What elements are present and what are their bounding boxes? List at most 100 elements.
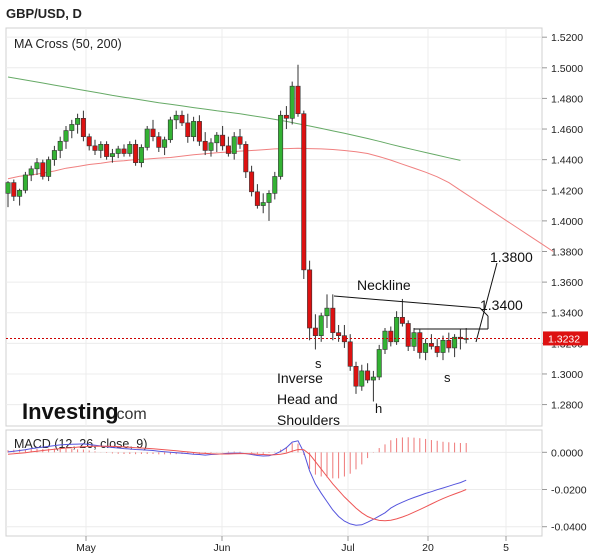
candle-body <box>28 168 34 176</box>
candle <box>254 184 260 209</box>
candle <box>214 132 220 152</box>
candle <box>220 125 226 151</box>
grid-lines <box>6 28 542 536</box>
candle <box>434 338 440 358</box>
candle-body <box>109 153 115 157</box>
macd-tick-label: 0.0000 <box>551 447 583 459</box>
candle <box>92 139 98 156</box>
candle-body <box>86 136 92 147</box>
candle-body <box>295 85 301 115</box>
candle <box>138 144 144 168</box>
candle <box>260 193 266 214</box>
ma200-layer <box>7 76 461 161</box>
candle-body <box>365 370 371 381</box>
candle-body <box>353 365 359 387</box>
pattern-label-line: Inverse <box>277 370 323 386</box>
target-arrow <box>475 262 498 343</box>
logo-suffix: .com <box>112 406 147 423</box>
candle <box>283 106 289 130</box>
target-1380-label: 1.3800 <box>490 249 533 265</box>
candle <box>330 294 336 341</box>
candles-layer <box>5 64 469 402</box>
candle-body <box>121 148 127 154</box>
signal-line <box>7 445 467 522</box>
candle-body <box>75 118 81 125</box>
candle-body <box>254 191 260 206</box>
macd-lines <box>7 440 467 526</box>
candle-body <box>179 114 185 124</box>
candle-body <box>434 346 440 353</box>
candle-body <box>220 134 226 147</box>
candle <box>353 361 359 394</box>
candle-body <box>191 121 197 137</box>
candle-body <box>440 339 446 353</box>
candle <box>365 363 371 384</box>
candle-body <box>196 121 202 142</box>
macd-tick-label: -0.0400 <box>551 522 587 534</box>
candle-body <box>307 269 313 329</box>
candle-body <box>40 162 46 177</box>
candle-body <box>423 343 429 353</box>
macd-line <box>7 440 467 526</box>
candle <box>336 324 342 342</box>
price-tick-label: 1.4800 <box>551 93 583 105</box>
candle <box>28 165 34 182</box>
candle-body <box>243 144 249 173</box>
candle-body <box>324 307 330 317</box>
candle-body <box>237 136 243 145</box>
candle <box>179 110 185 126</box>
time-tick-label: Jul <box>341 542 354 554</box>
candle-body <box>411 332 417 347</box>
right-shoulder-label: s <box>444 370 451 385</box>
price-tick-label: 1.5200 <box>551 32 583 44</box>
candle-body <box>376 349 382 378</box>
candle-body <box>417 332 423 353</box>
candle <box>428 334 434 350</box>
candle-body <box>266 193 272 203</box>
candle-body <box>347 341 353 367</box>
chart-title: GBP/USD, D <box>6 6 82 21</box>
candle <box>405 320 411 351</box>
candle-body <box>452 336 458 349</box>
logo-text: Investing <box>22 399 119 424</box>
candle-body <box>144 128 150 148</box>
candle-body <box>214 134 220 144</box>
candle-body <box>104 144 110 157</box>
candle <box>312 314 318 350</box>
candle <box>40 159 46 180</box>
neckline <box>333 295 481 309</box>
pattern-label-line: Head and <box>277 391 338 407</box>
candle <box>173 110 179 130</box>
candle-body <box>115 148 121 154</box>
candle <box>162 136 168 156</box>
candle-body <box>312 327 318 336</box>
candle-body <box>388 330 394 343</box>
candle-body <box>133 144 139 164</box>
candle-body <box>69 124 75 131</box>
current-price-label: 1.3232 <box>548 333 580 345</box>
candle-body <box>318 315 324 336</box>
neckline-label: Neckline <box>357 277 411 293</box>
candle <box>347 334 353 371</box>
price-axis: 1.5200 1.5000 1.4800 1.4600 1.4400 1.4200 1.40… <box>542 32 583 412</box>
candle-body <box>359 370 365 387</box>
price-panel-title: MA Cross (50, 200) <box>14 37 122 51</box>
candle-body <box>46 159 52 177</box>
price-tick-label: 1.4600 <box>551 124 583 136</box>
candle <box>5 181 11 208</box>
current-price-tag <box>543 331 588 346</box>
candle <box>22 171 28 194</box>
candle-body <box>156 136 162 148</box>
candle <box>382 328 388 355</box>
candle-body <box>278 114 284 177</box>
candle <box>324 294 330 329</box>
price-tick-label: 1.4400 <box>551 155 583 167</box>
candle <box>266 190 272 221</box>
candle <box>86 133 92 151</box>
candle <box>243 141 249 179</box>
head-label: h <box>375 401 382 416</box>
candle-body <box>225 145 231 154</box>
candle <box>278 110 284 180</box>
price-tick-label: 1.3000 <box>551 369 583 381</box>
